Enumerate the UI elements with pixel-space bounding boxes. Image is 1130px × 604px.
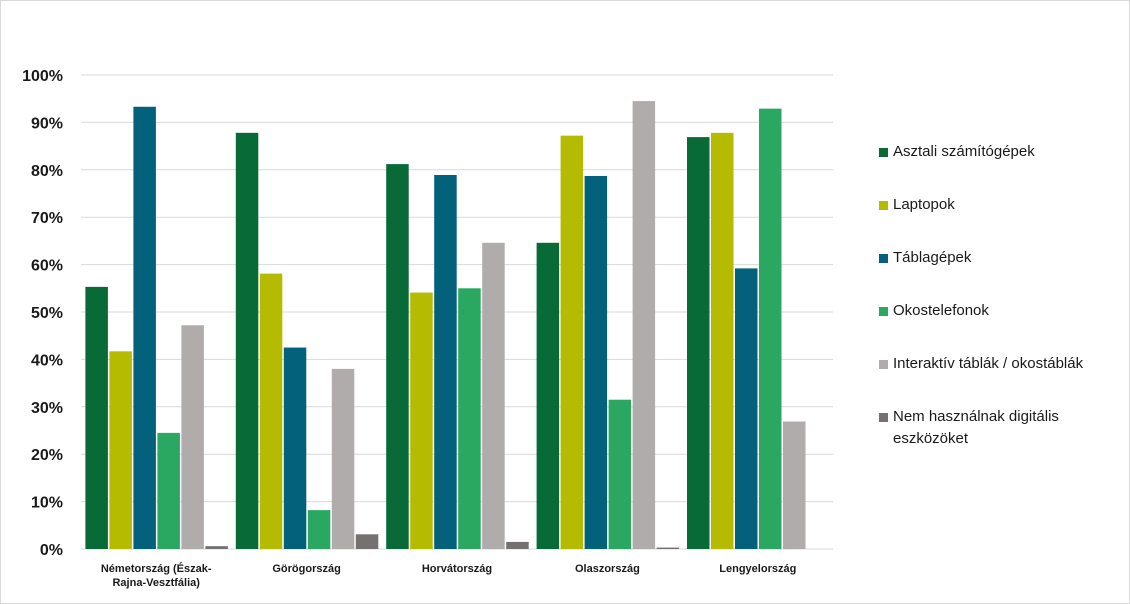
y-tick-label: 50%	[31, 305, 63, 322]
legend-label-line: Nem használnak digitális	[893, 408, 1059, 425]
legend-item: Okostelefonok	[879, 300, 1113, 322]
bar	[259, 273, 283, 549]
y-axis: 0% 10% 20% 30% 40% 50% 60% 70% 80% 90% 100%	[22, 68, 63, 559]
legend-label: Okostelefonok	[893, 302, 989, 319]
bar	[608, 399, 632, 549]
legend-item: Táblagépek	[879, 247, 1113, 269]
bar	[157, 432, 180, 549]
bar	[632, 101, 656, 549]
bar	[656, 547, 680, 549]
y-tick-label: 100%	[22, 68, 63, 85]
x-tick-label: Olaszország	[575, 563, 640, 575]
bar	[482, 242, 505, 549]
legend-swatch	[879, 307, 888, 316]
bar	[560, 135, 584, 549]
bar	[536, 242, 560, 549]
y-tick-label: 20%	[31, 447, 63, 464]
y-tick-label: 60%	[31, 258, 63, 275]
legend-label: Táblagépek	[893, 249, 972, 266]
bar	[133, 106, 156, 550]
bar	[205, 546, 228, 549]
y-tick-label: 0%	[40, 542, 63, 559]
bar	[458, 288, 481, 549]
y-tick-label: 30%	[31, 400, 63, 417]
legend-item: Interaktív táblák / okostáblák	[879, 353, 1113, 375]
y-tick-label: 80%	[31, 163, 63, 180]
y-tick-label: 70%	[31, 210, 63, 227]
y-tick-label: 10%	[31, 495, 63, 512]
legend-label: Asztali számítógépek	[893, 143, 1035, 160]
x-tick-label: Lengyelország	[719, 563, 796, 575]
bar	[235, 132, 259, 549]
bar	[434, 175, 457, 549]
gridlines	[81, 74, 833, 550]
bar	[410, 292, 433, 549]
legend-swatch	[879, 254, 888, 263]
x-tick-label: Horvátország	[422, 563, 492, 575]
bars	[85, 101, 806, 550]
y-tick-label: 90%	[31, 115, 63, 132]
legend-swatch	[879, 413, 888, 422]
legend-swatch	[879, 148, 888, 157]
bar	[783, 421, 806, 549]
bar	[109, 351, 132, 549]
legend-label: Interaktív táblák / okostáblák	[893, 355, 1084, 372]
legend-swatch	[879, 201, 888, 210]
bar	[711, 132, 734, 549]
bar	[584, 175, 608, 549]
bar	[307, 510, 331, 549]
bar	[283, 347, 307, 549]
x-axis: Németország (Észak- Rajna-Vesztfália) Görö…	[101, 562, 796, 589]
y-tick-label: 40%	[31, 352, 63, 369]
bar	[687, 137, 710, 549]
x-tick-label: Németország (Észak-	[101, 562, 212, 575]
bar	[181, 325, 204, 549]
legend-label-line: eszközöket	[893, 430, 969, 447]
legend-item: Nem használnak digitális eszközöket	[879, 406, 1113, 450]
bar	[386, 164, 409, 549]
bar	[506, 541, 529, 549]
legend-item: Asztali számítógépek	[879, 141, 1113, 163]
x-tick-label: Görögország	[272, 563, 340, 575]
legend-item: Laptopok	[879, 194, 1113, 216]
bar	[759, 108, 782, 550]
legend-label: Nem használnak digitális eszközöket	[893, 406, 1113, 450]
bar	[355, 534, 379, 549]
legend-swatch	[879, 360, 888, 369]
legend-label: Laptopok	[893, 196, 955, 213]
bar	[735, 268, 758, 549]
bar	[331, 368, 355, 549]
x-tick-label: Rajna-Vesztfália)	[112, 577, 200, 589]
bar	[85, 286, 108, 549]
